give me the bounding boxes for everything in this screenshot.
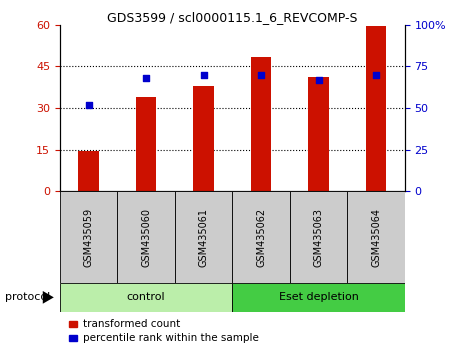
Point <box>372 72 379 78</box>
Text: transformed count: transformed count <box>83 319 179 329</box>
Point <box>257 72 264 78</box>
Text: GSM435060: GSM435060 <box>141 208 151 267</box>
Bar <box>136 97 156 191</box>
Bar <box>232 283 404 312</box>
Bar <box>308 78 328 191</box>
Point <box>142 75 150 81</box>
Point <box>85 102 92 108</box>
Title: GDS3599 / scl0000115.1_6_REVCOMP-S: GDS3599 / scl0000115.1_6_REVCOMP-S <box>107 11 357 24</box>
Text: GSM435059: GSM435059 <box>84 207 93 267</box>
Polygon shape <box>43 291 54 304</box>
Bar <box>232 191 289 283</box>
Bar <box>289 191 347 283</box>
Bar <box>251 57 270 191</box>
Point <box>199 72 207 78</box>
Bar <box>174 191 232 283</box>
Text: GSM435062: GSM435062 <box>256 207 265 267</box>
Bar <box>365 26 385 191</box>
Text: percentile rank within the sample: percentile rank within the sample <box>83 333 258 343</box>
Point <box>314 77 321 82</box>
Text: control: control <box>127 292 165 302</box>
Bar <box>60 283 232 312</box>
Bar <box>347 191 404 283</box>
Bar <box>60 191 117 283</box>
Text: Eset depletion: Eset depletion <box>278 292 358 302</box>
Text: GSM435064: GSM435064 <box>370 208 380 267</box>
Bar <box>78 151 98 191</box>
Text: GSM435061: GSM435061 <box>198 208 208 267</box>
Text: protocol: protocol <box>5 292 50 302</box>
Bar <box>193 86 213 191</box>
Text: GSM435063: GSM435063 <box>313 208 323 267</box>
Bar <box>117 191 174 283</box>
